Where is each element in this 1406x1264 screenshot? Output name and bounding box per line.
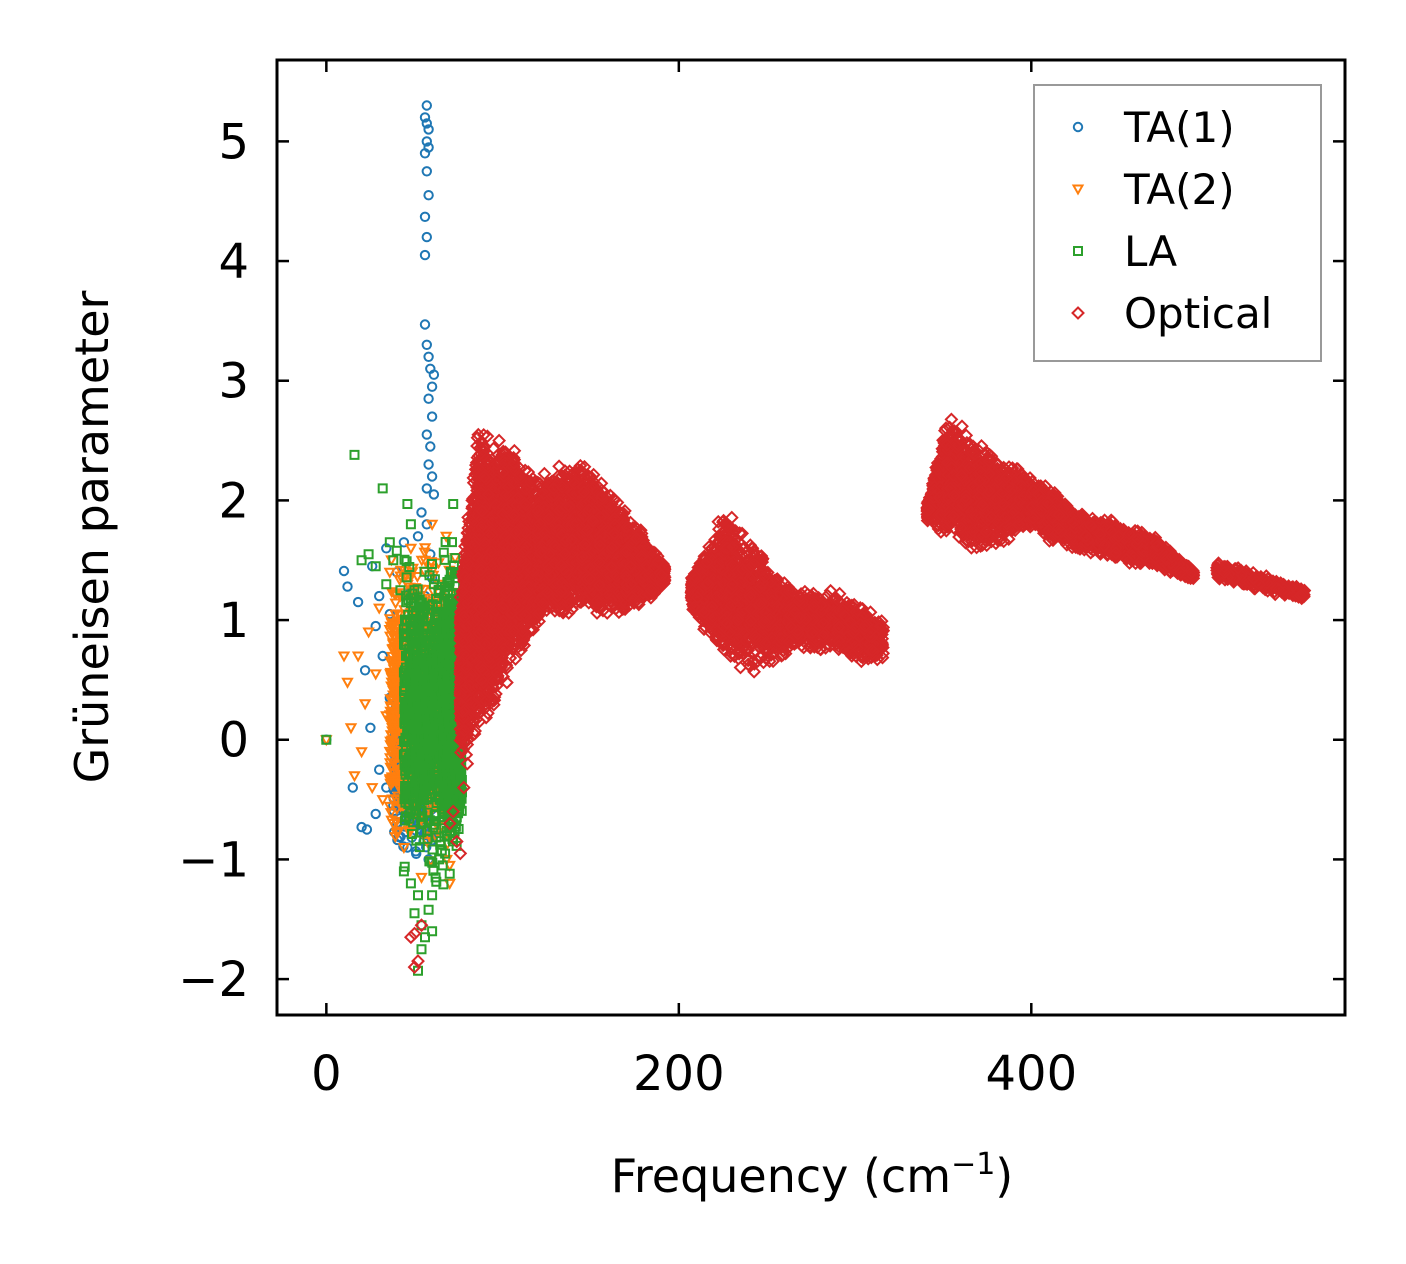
point-ta-1 [426,411,438,422]
point-ta-1 [347,782,358,793]
point-ta-2 [348,771,361,783]
point-ta-2 [351,651,365,663]
point-ta-1 [428,369,440,380]
point-ta-1 [356,821,367,833]
point-ta-1 [421,118,432,129]
point-ta-1 [377,650,388,662]
point-ta-1 [423,124,434,135]
point-ta-1 [370,808,381,820]
point-ta-1 [352,596,364,608]
point-ta-1 [421,100,432,111]
point-ta-2 [365,783,379,795]
point-ta-2 [439,531,453,543]
point-ta-2 [397,843,411,855]
point-ta-1 [426,381,438,392]
point-ta-2 [341,677,354,689]
point-ta-1 [421,136,432,147]
point-ta-2 [383,801,397,813]
point-ta-1 [423,190,434,201]
point-ta-2 [358,699,372,711]
point-ta-2 [425,519,439,531]
scatter-markers [320,100,1312,976]
point-ta-1 [398,537,410,548]
point-ta-1 [421,339,432,350]
point-ta-2 [383,567,397,579]
point-ta-1 [421,483,432,494]
point-ta-2 [376,795,389,807]
point-ta-1 [419,211,431,223]
point-ta-1 [425,441,436,452]
point-ta-1 [419,112,431,123]
point-ta-2 [355,747,368,759]
point-ta-1 [342,581,353,592]
point-ta-2 [418,547,431,559]
point-ta-1 [423,393,434,404]
point-ta-2 [362,627,375,639]
point-ta-1 [370,620,381,632]
point-ta-2 [369,669,382,681]
point-ta-1 [374,590,385,602]
point-ta-1 [421,429,432,440]
point-ta-1 [412,531,424,542]
point-ta-1 [416,507,427,518]
point-ta-1 [359,665,371,676]
point-ta-2 [337,651,351,663]
point-ta-1 [423,459,434,470]
point-ta-1 [361,824,373,835]
point-ta-2 [372,603,386,615]
point-ta-1 [419,319,431,330]
point-ta-1 [374,764,385,775]
point-ta-1 [365,722,376,733]
point-ta-1 [423,142,434,153]
point-ta-1 [421,166,432,177]
point-ta-2 [404,543,418,555]
point-ta-1 [423,351,434,362]
point-ta-1 [428,489,440,500]
point-ta-2 [390,816,403,828]
point-ta-1 [338,565,350,577]
point-ta-1 [426,471,438,482]
point-ta-2 [415,872,428,884]
point-ta-2 [344,723,358,735]
point-ta-1 [419,249,431,261]
point-ta-1 [421,231,432,243]
